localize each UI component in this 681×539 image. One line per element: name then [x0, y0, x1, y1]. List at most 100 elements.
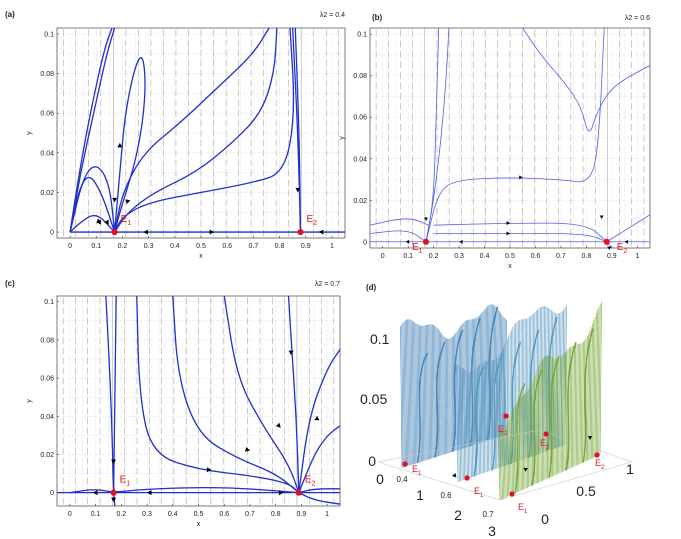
- surface-stroke: [490, 360, 492, 471]
- x-axis-label: x: [508, 263, 512, 270]
- surface-stroke: [592, 320, 595, 459]
- trajectory-line: [433, 222, 607, 243]
- surface-trajectory: [434, 341, 446, 458]
- x-tick-label: 0: [68, 511, 72, 518]
- surface-stroke: [522, 395, 525, 490]
- surface-stroke: [527, 389, 530, 488]
- y-tick-label: 0.02: [40, 190, 54, 197]
- surface-stroke: [467, 371, 470, 479]
- surface-stroke: [497, 311, 500, 438]
- surface-arrowhead: [452, 473, 457, 478]
- surface-stroke: [531, 381, 533, 486]
- equilibrium-label: E2: [540, 438, 550, 451]
- y-tick-label: 0: [363, 239, 367, 246]
- surface-stroke: [422, 325, 425, 462]
- equilibrium-label: E2: [498, 424, 508, 437]
- trajectory-line: [69, 214, 116, 233]
- x-tick-label: 0.9: [607, 253, 617, 260]
- surface-stroke: [485, 361, 487, 473]
- surface-stroke: [594, 313, 597, 458]
- trajectory-line: [223, 296, 300, 493]
- x-tick-label: 0: [381, 253, 385, 260]
- equilibrium-point: [603, 238, 610, 245]
- surface-stroke: [491, 360, 494, 470]
- trajectory-arrowhead: [607, 246, 612, 251]
- equilibrium-label: E1: [412, 242, 423, 255]
- right-tick-label: 0.5: [576, 483, 596, 499]
- surface-trajectory: [451, 329, 464, 452]
- surface-stroke: [468, 371, 471, 478]
- slice-label: 0.6: [440, 491, 452, 500]
- equilibrium-label: E2: [306, 214, 317, 227]
- trajectory-arrowhead: [278, 490, 284, 496]
- surface-stroke: [502, 429, 505, 499]
- surface-stroke: [507, 421, 510, 497]
- surface-stroke: [430, 324, 433, 459]
- surface-trajectory: [473, 366, 485, 477]
- y-tick-label: 0.08: [40, 337, 54, 344]
- y-axis-label: y: [26, 399, 33, 403]
- right-tick-label: 1: [626, 461, 634, 477]
- surface-slice-0: [400, 304, 507, 469]
- x-tick-label: 0.1: [91, 243, 101, 250]
- surface-stroke: [415, 323, 418, 464]
- x-tick-label: 0.7: [556, 253, 566, 260]
- surface-arrowhead: [523, 467, 528, 472]
- surface-stroke: [525, 392, 527, 489]
- arrowheads: [96, 142, 324, 235]
- base-plane: [377, 429, 633, 501]
- trajectory-arrowhead: [112, 197, 118, 203]
- surface-stroke: [503, 427, 506, 498]
- trajectory-arrowhead: [459, 239, 463, 244]
- panel-b: 0 0.1 0.2 0.3 0.4 0.5 0.6 0.7 0.8 0.9 1 0 0.02 0.04 0.…: [339, 13, 651, 270]
- trajectory-arrowhead: [275, 422, 281, 428]
- depth-tick-label: 1: [416, 487, 424, 503]
- y-tick-label: 0.04: [40, 150, 54, 157]
- surface-stroke: [549, 310, 552, 451]
- surface-trajectory: [416, 352, 429, 464]
- surface-stroke: [465, 370, 468, 479]
- surface-stroke: [404, 320, 407, 467]
- surface-stroke: [595, 309, 598, 457]
- trajectory-line: [433, 233, 607, 243]
- trajectories: [57, 296, 340, 506]
- surface-stroke: [420, 325, 422, 462]
- trajectory-arrowhead: [125, 199, 131, 205]
- equilibrium-point: [110, 489, 117, 496]
- trajectory-arrowhead: [147, 490, 152, 496]
- gridlines: [370, 28, 650, 248]
- surface-stroke: [572, 345, 574, 468]
- x-tick-label: 0.1: [91, 511, 101, 518]
- surface-stroke: [573, 344, 575, 467]
- y-tick-label: 0.08: [353, 73, 367, 80]
- equilibrium-label: E2: [617, 242, 628, 255]
- panel-c: 0 0.1 0.2 0.3 0.4 0.5 0.6 0.7 0.8 0.9 1 0 0.02 0.04 0.…: [5, 279, 341, 528]
- trajectory-line: [522, 28, 650, 132]
- y-tick-label: 0.02: [353, 198, 367, 205]
- y-tick-label: 0: [50, 490, 54, 497]
- surface-stroke: [597, 306, 600, 457]
- surface-stroke: [578, 343, 580, 465]
- right-tick-label: 0: [541, 511, 549, 527]
- surface-stroke: [428, 324, 430, 460]
- depth-tick-label: 3: [488, 523, 496, 539]
- surface-stroke: [588, 330, 591, 461]
- trajectory-arrowhead: [104, 219, 109, 225]
- surface-trajectory: [531, 369, 543, 486]
- trajectory-arrowhead: [93, 490, 98, 496]
- surface-stroke: [402, 322, 405, 468]
- trajectory-line: [69, 28, 113, 233]
- x-tick-label: 0.6: [222, 243, 232, 250]
- surface-stroke: [482, 309, 485, 442]
- trajectory-line: [69, 166, 116, 233]
- surface-stroke: [407, 319, 410, 466]
- x-tick-label: 1: [330, 243, 334, 250]
- trajectory-line: [112, 296, 117, 493]
- x-tick-label: 0.8: [275, 243, 285, 250]
- y-tick-label: 0.06: [40, 111, 54, 118]
- surface-stroke: [433, 325, 435, 458]
- surface-stroke: [434, 325, 436, 458]
- equilibrium-label: E2: [595, 458, 605, 471]
- equilibrium-point: [295, 489, 302, 496]
